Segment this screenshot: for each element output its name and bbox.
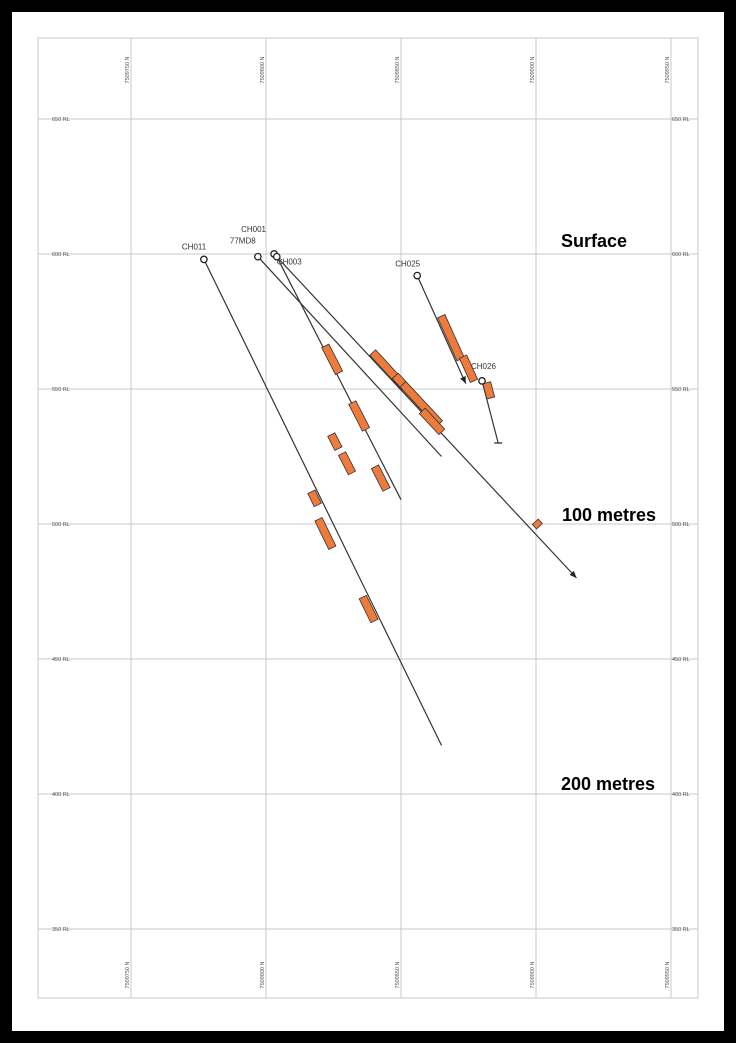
hole-label: CH025 [395,260,420,269]
collar-marker [478,377,486,385]
northing-label-bottom: 7509750 N [125,962,131,989]
northing-label-top: 7509800 N [260,57,266,84]
northing-label-top: 7509950 N [665,57,671,84]
hole-label: CH026 [471,362,496,371]
mineralised-interval [307,489,322,508]
depth-200-label: 200 metres [561,774,655,794]
rl-label-left: 500 RL [52,522,70,528]
mineralised-interval [531,518,543,530]
drill-trace [203,259,443,746]
rl-label-left: 550 RL [52,387,70,393]
collar-marker [254,252,262,261]
drillhole-77md8: 77MD8 [230,237,443,457]
mineralised-interval [482,381,496,400]
northing-label-bottom: 7509950 N [665,962,671,989]
drillhole-ch026: CH026 [471,362,503,444]
hole-label: CH011 [182,242,207,251]
hole-label: CH001 [241,225,266,234]
hole-label: 77MD8 [230,237,256,246]
rl-label-right: 400 RL [672,792,690,798]
collar-marker [413,271,422,280]
grid-lines: 7509750 N 7509750 N 7509800 N 7509800 N 7509… [38,38,698,998]
plot-border [37,37,699,999]
northing-label-top: 7509850 N [395,57,401,84]
drill-trace [416,275,467,384]
drillhole-ch025: CH025 [395,260,479,384]
rl-label-left: 450 RL [52,657,70,663]
rl-label-right: 350 RL [672,927,690,933]
rl-label-left: 600 RL [52,252,70,258]
drillhole-ch011: CH011 [182,242,443,746]
drill-holes: CH011 77MD8 CH001 CH003 CH025 CH026 [182,225,577,746]
northing-label-bottom: 7509900 N [530,962,536,989]
rl-label-left: 650 RL [52,117,70,123]
mineralised-interval [370,464,391,492]
rl-label-left: 350 RL [52,927,70,933]
drillhole-ch001: CH001 [241,225,577,579]
rl-label-right: 650 RL [672,117,690,123]
depth-100-label: 100 metres [562,505,656,525]
drillhole-ch003: CH003 [272,252,402,500]
mineralised-interval [458,354,479,384]
mineralised-interval [418,407,446,436]
hole-label: CH003 [277,258,302,267]
mineralised-interval [337,451,357,476]
drill-trace [276,256,402,500]
northing-label-top: 7509900 N [530,57,536,84]
mineralised-interval [358,594,379,624]
toe-arrow [460,375,466,384]
collar-marker [272,252,281,261]
collar-marker [200,255,208,264]
mineralised-interval [437,314,465,362]
rl-label-right: 550 RL [672,387,690,393]
northing-label-bottom: 7509850 N [395,962,401,989]
northing-label-top: 7509750 N [125,57,131,84]
toe-arrow [569,570,577,578]
mineralised-interval [314,516,337,550]
rl-label-right: 450 RL [672,657,690,663]
rl-label-right: 600 RL [672,252,690,258]
drill-trace [257,256,442,457]
rl-label-left: 400 RL [52,792,70,798]
northing-label-bottom: 7509800 N [260,962,266,989]
rl-label-right: 500 RL [672,522,690,528]
mineralised-interval [321,343,344,376]
surface-label: Surface [561,231,627,251]
mineralised-interval [327,432,343,452]
mineralised-interval [348,400,371,432]
